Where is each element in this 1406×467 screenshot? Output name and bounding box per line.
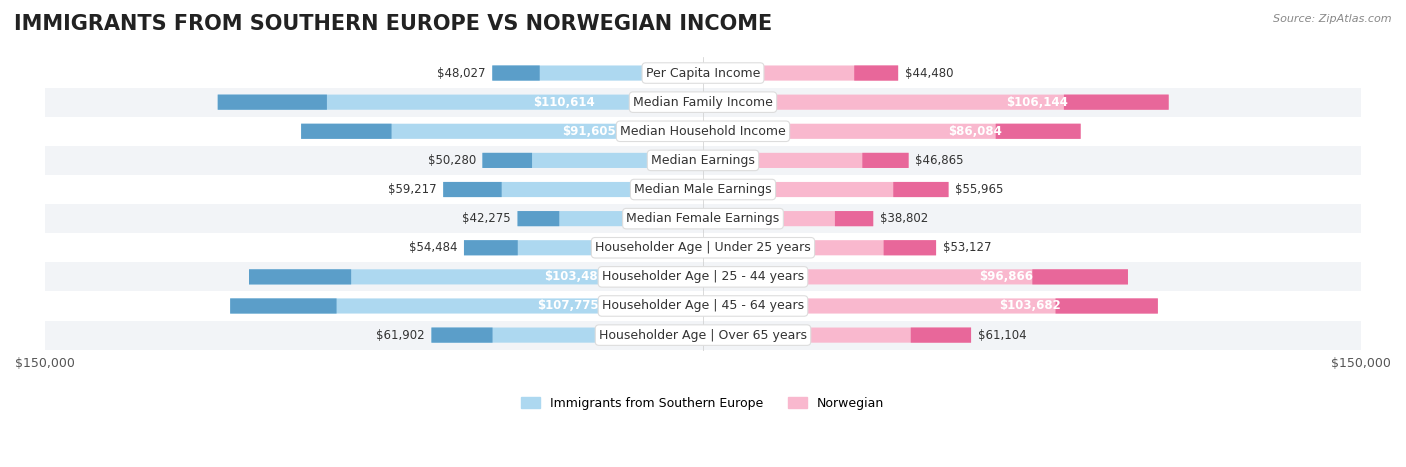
Bar xyxy=(45,233,1361,262)
FancyBboxPatch shape xyxy=(703,95,1168,110)
FancyBboxPatch shape xyxy=(464,240,703,255)
Text: Householder Age | Over 65 years: Householder Age | Over 65 years xyxy=(599,329,807,341)
FancyBboxPatch shape xyxy=(883,240,936,255)
FancyBboxPatch shape xyxy=(432,327,492,343)
FancyBboxPatch shape xyxy=(703,153,908,168)
Bar xyxy=(45,291,1361,320)
FancyBboxPatch shape xyxy=(432,327,703,343)
Text: $86,084: $86,084 xyxy=(949,125,1002,138)
Text: $44,480: $44,480 xyxy=(904,66,953,79)
FancyBboxPatch shape xyxy=(482,153,703,168)
FancyBboxPatch shape xyxy=(703,298,1159,313)
FancyBboxPatch shape xyxy=(1064,95,1168,110)
Text: $103,486: $103,486 xyxy=(544,270,606,283)
Bar xyxy=(45,175,1361,204)
Bar xyxy=(45,320,1361,350)
Bar xyxy=(45,262,1361,291)
Text: $59,217: $59,217 xyxy=(388,183,437,196)
Text: $53,127: $53,127 xyxy=(942,241,991,254)
FancyBboxPatch shape xyxy=(249,269,352,284)
Text: Median Family Income: Median Family Income xyxy=(633,96,773,109)
Text: $50,280: $50,280 xyxy=(427,154,475,167)
FancyBboxPatch shape xyxy=(301,124,391,139)
Text: Median Earnings: Median Earnings xyxy=(651,154,755,167)
Text: Householder Age | 25 - 44 years: Householder Age | 25 - 44 years xyxy=(602,270,804,283)
Text: Median Household Income: Median Household Income xyxy=(620,125,786,138)
FancyBboxPatch shape xyxy=(482,153,531,168)
Text: $61,104: $61,104 xyxy=(977,329,1026,341)
Text: Median Female Earnings: Median Female Earnings xyxy=(627,212,779,225)
Text: $110,614: $110,614 xyxy=(533,96,595,109)
Text: $48,027: $48,027 xyxy=(437,66,485,79)
Legend: Immigrants from Southern Europe, Norwegian: Immigrants from Southern Europe, Norwegi… xyxy=(522,396,884,410)
Text: $38,802: $38,802 xyxy=(880,212,928,225)
Text: IMMIGRANTS FROM SOUTHERN EUROPE VS NORWEGIAN INCOME: IMMIGRANTS FROM SOUTHERN EUROPE VS NORWE… xyxy=(14,14,772,34)
FancyBboxPatch shape xyxy=(517,211,560,226)
FancyBboxPatch shape xyxy=(703,65,898,81)
FancyBboxPatch shape xyxy=(703,240,936,255)
Text: $103,682: $103,682 xyxy=(998,299,1060,312)
Text: $91,605: $91,605 xyxy=(562,125,616,138)
Text: Householder Age | Under 25 years: Householder Age | Under 25 years xyxy=(595,241,811,254)
Text: $46,865: $46,865 xyxy=(915,154,963,167)
FancyBboxPatch shape xyxy=(703,327,972,343)
FancyBboxPatch shape xyxy=(492,65,703,81)
Text: $61,902: $61,902 xyxy=(377,329,425,341)
Text: $107,775: $107,775 xyxy=(537,299,599,312)
Text: Householder Age | 45 - 64 years: Householder Age | 45 - 64 years xyxy=(602,299,804,312)
FancyBboxPatch shape xyxy=(464,240,517,255)
FancyBboxPatch shape xyxy=(1056,298,1159,313)
FancyBboxPatch shape xyxy=(862,153,908,168)
FancyBboxPatch shape xyxy=(703,182,949,197)
FancyBboxPatch shape xyxy=(703,124,1081,139)
FancyBboxPatch shape xyxy=(855,65,898,81)
FancyBboxPatch shape xyxy=(218,95,328,110)
Bar xyxy=(45,146,1361,175)
Bar xyxy=(45,58,1361,88)
FancyBboxPatch shape xyxy=(249,269,703,284)
Bar xyxy=(45,117,1361,146)
Text: $54,484: $54,484 xyxy=(409,241,457,254)
FancyBboxPatch shape xyxy=(1032,269,1128,284)
FancyBboxPatch shape xyxy=(443,182,502,197)
FancyBboxPatch shape xyxy=(301,124,703,139)
FancyBboxPatch shape xyxy=(492,65,540,81)
FancyBboxPatch shape xyxy=(911,327,972,343)
Text: $42,275: $42,275 xyxy=(463,212,510,225)
Text: $96,866: $96,866 xyxy=(979,270,1033,283)
FancyBboxPatch shape xyxy=(443,182,703,197)
Text: Per Capita Income: Per Capita Income xyxy=(645,66,761,79)
Text: Median Male Earnings: Median Male Earnings xyxy=(634,183,772,196)
Text: Source: ZipAtlas.com: Source: ZipAtlas.com xyxy=(1274,14,1392,24)
FancyBboxPatch shape xyxy=(231,298,336,313)
Text: $55,965: $55,965 xyxy=(955,183,1004,196)
Text: $106,144: $106,144 xyxy=(1005,96,1067,109)
FancyBboxPatch shape xyxy=(517,211,703,226)
FancyBboxPatch shape xyxy=(893,182,949,197)
FancyBboxPatch shape xyxy=(231,298,703,313)
Bar xyxy=(45,204,1361,233)
FancyBboxPatch shape xyxy=(835,211,873,226)
FancyBboxPatch shape xyxy=(995,124,1081,139)
FancyBboxPatch shape xyxy=(703,211,873,226)
Bar xyxy=(45,88,1361,117)
FancyBboxPatch shape xyxy=(703,269,1128,284)
FancyBboxPatch shape xyxy=(218,95,703,110)
